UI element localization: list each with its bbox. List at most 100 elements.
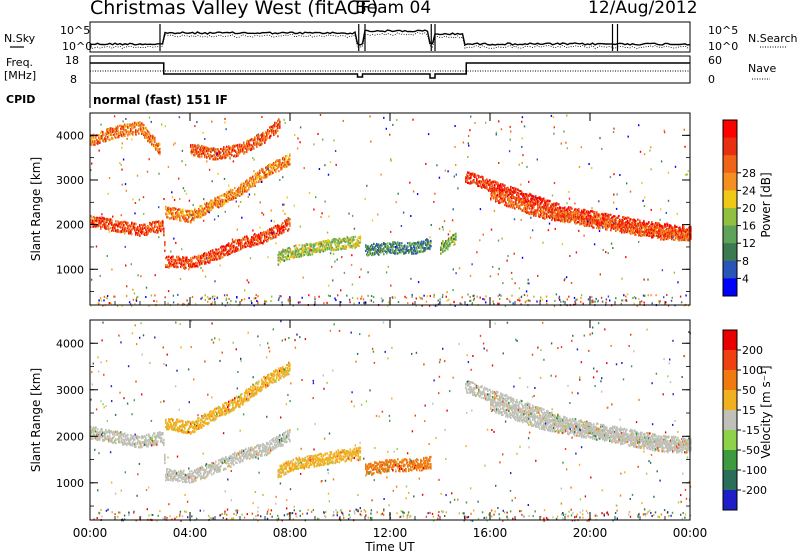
scatter-cell-4654 — [544, 206, 546, 209]
scatter-cell-3478 — [510, 186, 512, 189]
scatter-cell-2763 — [344, 240, 347, 243]
scatter-cell-69 — [103, 216, 105, 220]
scatter-cell-2709 — [333, 240, 336, 243]
scatter-cell-2619 — [315, 242, 318, 245]
scatter-cell-3127 — [422, 244, 424, 247]
scatter-cell-407 — [171, 257, 173, 260]
scatter-cell-1101 — [185, 214, 187, 217]
scatter-cell-3936 — [602, 220, 604, 223]
scatter-cell-2960 — [389, 249, 391, 252]
scatter-cell-4405 — [495, 200, 497, 203]
noise-tick-right-top: 10^5 — [708, 24, 738, 37]
scatter-cell-2597 — [311, 253, 314, 256]
scatter-cell-3846 — [584, 217, 586, 220]
scatter-cell-4623 — [538, 215, 540, 218]
scatter-cell-2939 — [384, 249, 386, 252]
scatter-cell-471 — [184, 262, 186, 265]
scatter-cell-1355 — [236, 189, 238, 193]
scatter-cell-4508 — [515, 202, 517, 205]
scatter-cell-2077 — [210, 154, 212, 157]
scatter-cell-2273 — [249, 139, 251, 142]
scatter-cell-3260 — [467, 181, 469, 184]
scatter-cell-1701 — [105, 132, 107, 135]
scatter-cell-4670 — [548, 215, 550, 218]
scatter-cell-3243 — [454, 234, 456, 237]
scatter-cell-3803 — [575, 208, 577, 211]
scatter-cell-879 — [265, 237, 267, 240]
scatter-cell-4444 — [502, 197, 504, 200]
scatter-cell-2464 — [284, 256, 287, 259]
scatter-cell-1323 — [229, 194, 231, 197]
scatter-cell-3617 — [538, 197, 540, 200]
scatter-cell-3352 — [485, 180, 487, 183]
scatter-cell-2358 — [266, 136, 268, 139]
scatter-cell-3007 — [398, 249, 400, 252]
scatter-cell-1334 — [231, 191, 233, 194]
scatter-cell-4649 — [543, 212, 545, 215]
scatter-cell-4442 — [502, 199, 504, 202]
scatter-cell-1868 — [138, 132, 140, 135]
scatter-cell-1033 — [171, 208, 173, 211]
scatter-cell-3038 — [404, 251, 406, 254]
scatter-cell-4653 — [544, 215, 546, 218]
scatter-cell-731 — [236, 248, 238, 251]
scatter-cell-2034 — [201, 144, 203, 148]
scatter-cell-3611 — [537, 197, 539, 200]
scatter-cell-844 — [258, 236, 260, 239]
scatter-cell-616 — [213, 256, 215, 259]
scatter-cell-3874 — [589, 211, 591, 215]
freq-unit: [MHz] — [4, 69, 36, 82]
scatter-cell-1606 — [286, 165, 288, 168]
scatter-cell-4189 — [652, 223, 654, 226]
scatter-cell-1336 — [232, 192, 234, 195]
scatter-cell-3841 — [583, 212, 585, 215]
scatter-cell-4713 — [556, 215, 558, 218]
scatter-cell-1006 — [166, 209, 168, 212]
scatter-cell-3502 — [515, 188, 517, 191]
scatter-cell-250 — [140, 231, 142, 234]
scatter-cell-343 — [158, 222, 160, 225]
scatter-cell-3631 — [541, 198, 543, 201]
scatter-cell-2222 — [239, 151, 241, 154]
scatter-cell-4642 — [542, 205, 544, 209]
scatter-cell-2969 — [390, 248, 392, 251]
scatter-cell-1732 — [111, 137, 113, 140]
scatter-cell-2488 — [289, 251, 292, 254]
scatter-cell-4096 — [634, 221, 636, 224]
scatter-cell-1964 — [157, 144, 159, 147]
scatter-cell-3549 — [524, 195, 526, 198]
scatter-cell-2978 — [392, 248, 394, 251]
scatter-cell-1849 — [134, 126, 136, 129]
scatter-cell-2310 — [257, 141, 259, 144]
scatter-cell-577 — [205, 261, 207, 264]
scatter-cell-2574 — [306, 253, 309, 256]
scatter-cell-469 — [183, 256, 185, 259]
scatter-cell-2498 — [291, 256, 294, 259]
scatter-cell-2173 — [229, 151, 231, 155]
scatter-cell-4073 — [629, 218, 631, 221]
scatter-cell-2438 — [279, 252, 282, 256]
scatter-cell-3975 — [610, 213, 612, 216]
scatter-cell-1361 — [237, 191, 239, 194]
scatter-cell-2578 — [307, 251, 310, 255]
scatter-cell-1886 — [142, 126, 144, 129]
scatter-cell-2084 — [211, 148, 213, 151]
scatter-cell-2651 — [322, 240, 325, 243]
scatter-cell-1524 — [269, 163, 271, 166]
scatter-cell-2450 — [282, 250, 285, 253]
scatter-cell-2951 — [387, 242, 389, 245]
scatter-cell-3168 — [430, 239, 432, 243]
scatter-cell-3048 — [406, 245, 408, 248]
scatter-cell-1719 — [108, 131, 110, 134]
scatter-cell-125 — [115, 220, 117, 223]
scatter-cell-1774 — [119, 132, 121, 135]
scatter-cell-3357 — [486, 186, 488, 189]
scatter-cell-807 — [251, 238, 253, 241]
scatter-cell-2551 — [302, 251, 305, 254]
scatter-cell-2875 — [372, 248, 374, 251]
scatter-cell-1583 — [281, 163, 283, 166]
scatter-cell-1128 — [190, 213, 192, 216]
scatter-cell-2799 — [351, 246, 354, 250]
scatter-cell-2454 — [282, 258, 285, 261]
scatter-cell-3188 — [443, 246, 445, 249]
